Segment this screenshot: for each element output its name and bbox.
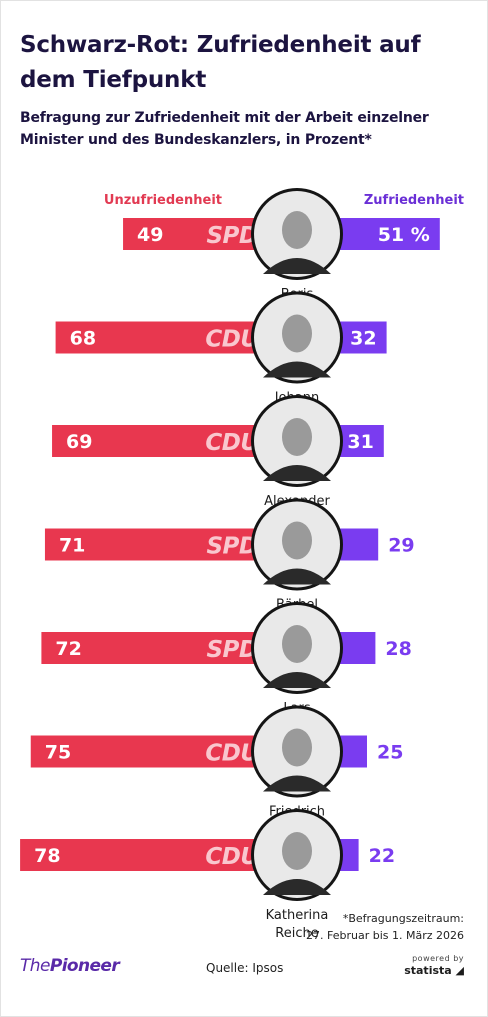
- value-satisfied: 22: [369, 845, 395, 867]
- value-dissatisfied: 71: [59, 535, 85, 557]
- portrait-shoulders: [263, 879, 331, 895]
- value-dissatisfied: 68: [70, 328, 96, 350]
- party-label: CDU: [205, 741, 259, 767]
- portrait-head: [282, 521, 312, 560]
- legend-dissatisfied: Unzufriedenheit: [104, 193, 222, 208]
- statista-logo: powered by statista ◢: [404, 954, 464, 976]
- party-label: CDU: [205, 327, 259, 353]
- portrait-icon: [251, 809, 343, 901]
- party-label: SPD: [206, 637, 257, 663]
- party-label: CDU: [205, 844, 259, 870]
- value-satisfied: 28: [385, 638, 411, 660]
- statista-name: statista: [404, 964, 452, 977]
- party-label: CDU: [205, 430, 259, 456]
- portrait-shoulders: [263, 568, 331, 585]
- chart-row: 68CDU32JohannWadephul: [55, 291, 387, 424]
- chart-row: 75CDU25FriedrichMerz: [30, 705, 403, 838]
- party-label: SPD: [206, 223, 257, 249]
- value-dissatisfied: 78: [34, 845, 60, 867]
- portrait-head: [282, 728, 312, 767]
- footnote-line-1: *Befragungszeitraum:: [342, 912, 464, 925]
- statista-powered-by: powered by: [412, 954, 464, 963]
- chart-row: 78 CDU 22 Katherina Reiche: [20, 809, 395, 941]
- portrait-icon: [251, 395, 343, 487]
- brand-logo-part-2: Pioneer: [49, 956, 120, 976]
- value-satisfied: 51 %: [378, 224, 430, 246]
- chart-subtitle: Befragung zur Zufriedenheit mit der Arbe…: [20, 110, 429, 148]
- portrait-head: [282, 625, 312, 663]
- portrait-head: [282, 314, 312, 353]
- portrait-icon: [251, 602, 343, 694]
- portrait-shoulders: [263, 672, 331, 688]
- value-dissatisfied: 69: [66, 431, 92, 453]
- source-text: Quelle: Ipsos: [206, 961, 284, 975]
- portrait-icon: [251, 705, 343, 798]
- value-satisfied: 29: [388, 535, 414, 557]
- statista-flag-icon: ◢: [451, 964, 464, 977]
- chart-row: 71SPD29BärbelBas: [44, 498, 415, 631]
- portrait-icon: [251, 291, 343, 384]
- portrait-shoulders: [263, 258, 331, 274]
- legend-satisfied: Zufriedenheit: [364, 193, 464, 208]
- portrait-head: [282, 418, 312, 456]
- value-satisfied: 32: [350, 328, 376, 350]
- portrait-shoulders: [263, 361, 331, 378]
- portrait-icon: [251, 498, 343, 591]
- chart-row: 72SPD28LarsKlingbeil: [41, 602, 412, 734]
- value-dissatisfied: 72: [55, 638, 81, 660]
- portrait-shoulders: [263, 465, 331, 481]
- portrait-head: [282, 832, 312, 870]
- value-dissatisfied: 49: [137, 224, 163, 246]
- chart-title: Schwarz-Rot: Zufriedenheit auf dem Tiefp…: [20, 32, 421, 93]
- footnote-line-2: 27. Februar bis 1. März 2026: [306, 929, 464, 942]
- brand-logo: ThePioneer: [20, 956, 120, 976]
- footnote: *Befragungszeitraum: 27. Februar bis 1. …: [306, 910, 464, 944]
- value-satisfied: 25: [377, 742, 403, 764]
- value-satisfied: 31: [347, 431, 373, 453]
- bar-dissatisfied: [20, 839, 297, 871]
- chart-row: 69CDU31AlexanderDobrindt: [52, 395, 384, 527]
- brand-logo-part-1: The: [20, 956, 50, 976]
- portrait-shoulders: [263, 775, 331, 792]
- person-name-line-2: Reiche: [275, 926, 318, 941]
- person-name-line-1: Katherina: [266, 908, 329, 923]
- portrait-head: [282, 211, 312, 249]
- portrait-icon: [251, 188, 343, 280]
- value-dissatisfied: 75: [45, 742, 71, 764]
- party-label: SPD: [206, 534, 257, 560]
